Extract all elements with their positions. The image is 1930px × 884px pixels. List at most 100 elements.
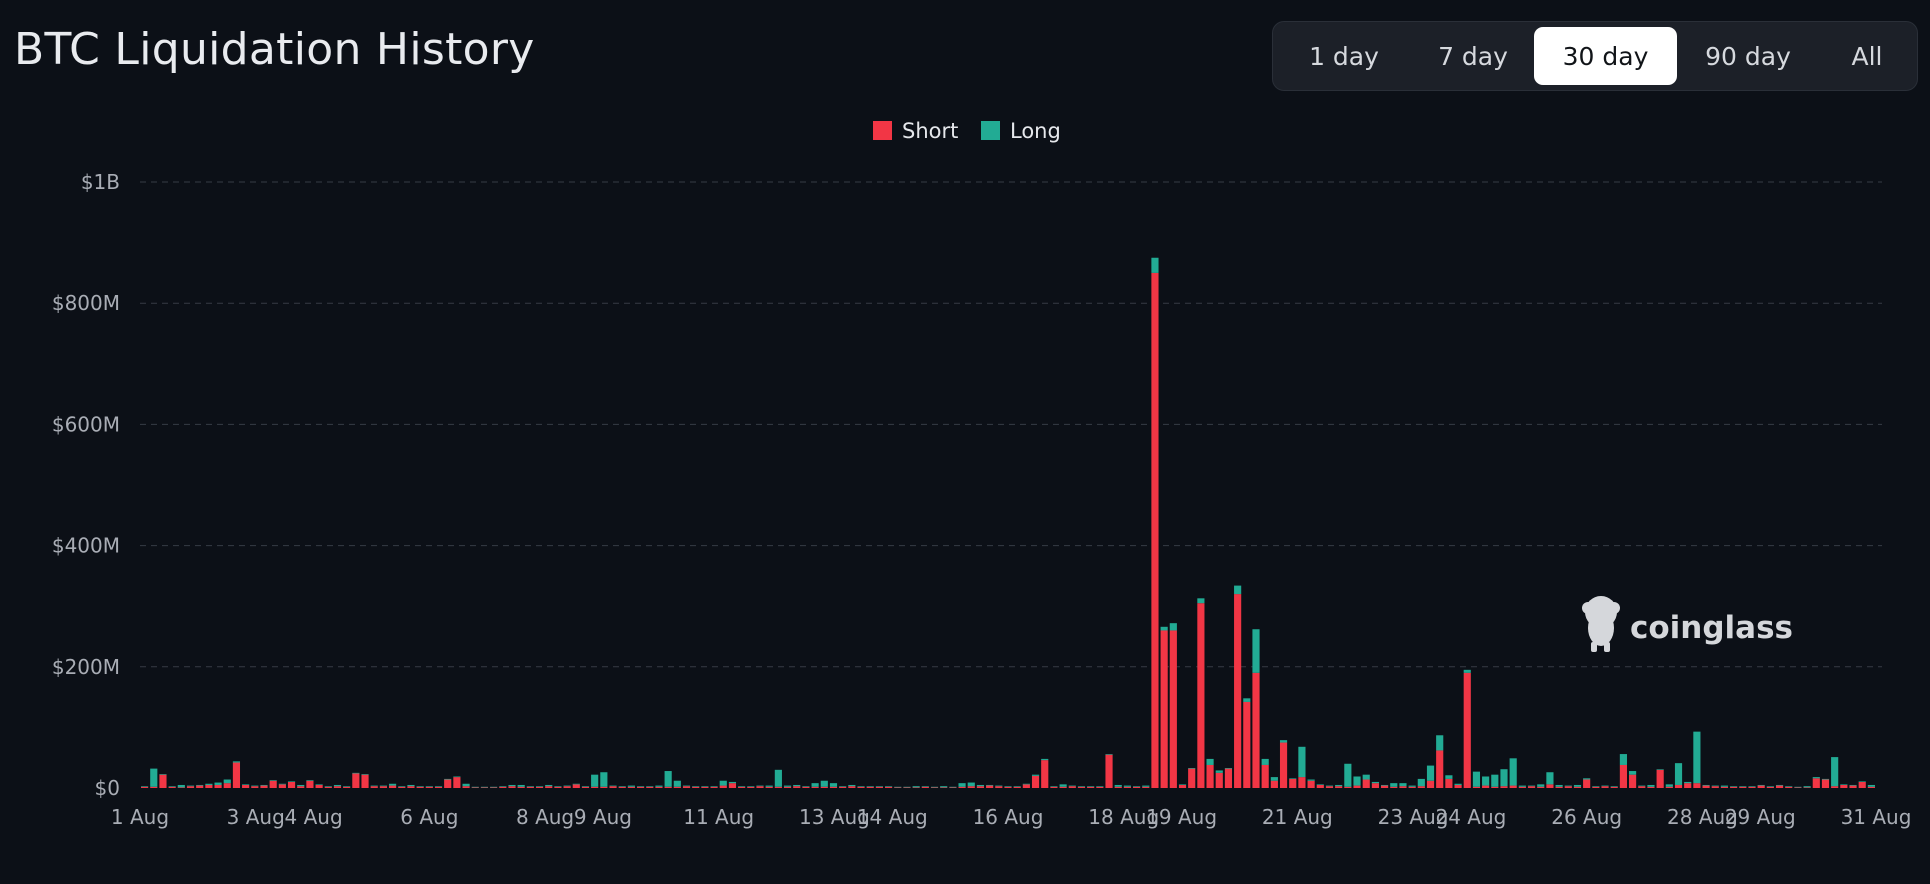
bar-long[interactable]	[1022, 783, 1030, 785]
bar-long[interactable]	[591, 774, 599, 787]
bar-short[interactable]	[389, 785, 397, 788]
bar-long[interactable]	[1096, 786, 1104, 787]
bar-long[interactable]	[664, 771, 672, 787]
bar-short[interactable]	[425, 786, 433, 788]
bar-long[interactable]	[526, 786, 534, 787]
bar-short[interactable]	[1298, 777, 1306, 788]
bar-long[interactable]	[232, 761, 241, 763]
bar-short[interactable]	[738, 786, 746, 788]
bar-long[interactable]	[1748, 786, 1756, 787]
bar-short[interactable]	[1408, 786, 1416, 788]
bar-long[interactable]	[1720, 785, 1729, 787]
bar-short[interactable]	[866, 786, 874, 788]
bar-long[interactable]	[389, 783, 397, 786]
bar-long[interactable]	[802, 786, 810, 787]
bar-long[interactable]	[811, 783, 819, 787]
bar-long[interactable]	[352, 772, 360, 774]
bar-short[interactable]	[269, 780, 277, 788]
bar-long[interactable]	[141, 786, 149, 787]
bar-long[interactable]	[738, 786, 746, 787]
bar-short[interactable]	[930, 787, 939, 788]
bar-long[interactable]	[535, 786, 544, 787]
bar-short[interactable]	[177, 787, 185, 788]
bar-short[interactable]	[940, 787, 948, 788]
bar-short[interactable]	[416, 786, 424, 788]
bar-short[interactable]	[1151, 272, 1159, 788]
bar-long[interactable]	[921, 786, 929, 787]
bar-short[interactable]	[591, 786, 599, 788]
bar-short[interactable]	[352, 773, 360, 788]
bar-long[interactable]	[1123, 785, 1131, 787]
bar-short[interactable]	[379, 786, 387, 788]
bar-short[interactable]	[1601, 786, 1609, 788]
bar-short[interactable]	[398, 786, 406, 788]
bar-long[interactable]	[1362, 774, 1370, 780]
bar-short[interactable]	[1555, 786, 1563, 788]
bar-long[interactable]	[783, 785, 792, 787]
bar-long[interactable]	[857, 786, 865, 787]
tab-all[interactable]: All	[1851, 41, 1883, 71]
bar-short[interactable]	[434, 786, 443, 788]
bar-long[interactable]	[600, 772, 608, 787]
bar-long[interactable]	[1114, 784, 1122, 787]
bar-long[interactable]	[260, 784, 268, 786]
bar-long[interactable]	[1188, 768, 1196, 769]
bar-short[interactable]	[1243, 701, 1251, 788]
bar-long[interactable]	[774, 769, 782, 787]
bar-long[interactable]	[269, 780, 277, 781]
bar-short[interactable]	[1344, 786, 1352, 788]
bar-long[interactable]	[545, 784, 553, 787]
bar-short[interactable]	[1426, 780, 1435, 788]
bar-short[interactable]	[333, 786, 342, 788]
bar-short[interactable]	[517, 786, 525, 788]
bar-short[interactable]	[701, 786, 709, 788]
bar-long[interactable]	[1243, 698, 1251, 702]
bar-long[interactable]	[480, 786, 489, 788]
bar-short[interactable]	[1050, 786, 1058, 788]
bar-long[interactable]	[1298, 746, 1306, 778]
bar-short[interactable]	[1665, 786, 1673, 788]
bar-long[interactable]	[1142, 785, 1150, 787]
bar-long[interactable]	[995, 785, 1003, 787]
bar-long[interactable]	[1169, 623, 1177, 631]
bar-short[interactable]	[1730, 786, 1738, 788]
bar-long[interactable]	[407, 784, 415, 787]
bar-long[interactable]	[1821, 778, 1830, 780]
bar-long[interactable]	[1509, 758, 1517, 786]
bar-short[interactable]	[1270, 780, 1278, 788]
bar-short[interactable]	[1316, 784, 1324, 788]
bar-long[interactable]	[1335, 784, 1343, 787]
bar-short[interactable]	[581, 786, 590, 788]
bar-short[interactable]	[912, 787, 920, 788]
bar-long[interactable]	[1803, 786, 1811, 788]
bar-long[interactable]	[416, 786, 424, 787]
bar-long[interactable]	[756, 785, 764, 787]
bar-short[interactable]	[490, 787, 498, 788]
bar-long[interactable]	[1105, 754, 1113, 755]
bar-short[interactable]	[324, 786, 332, 788]
bar-short[interactable]	[627, 786, 635, 788]
bar-long[interactable]	[242, 784, 250, 785]
bar-short[interactable]	[1537, 786, 1545, 788]
bar-long[interactable]	[1390, 783, 1398, 787]
bar-short[interactable]	[1610, 786, 1618, 788]
bar-long[interactable]	[875, 786, 883, 787]
tab-7-day[interactable]: 7 day	[1438, 41, 1508, 71]
bar-long[interactable]	[1739, 786, 1747, 787]
bar-long[interactable]	[554, 786, 562, 787]
bar-long[interactable]	[1316, 784, 1324, 785]
bar-long[interactable]	[958, 783, 966, 787]
bar-long[interactable]	[1270, 777, 1278, 781]
bar-short[interactable]	[1647, 786, 1655, 788]
bar-short[interactable]	[875, 786, 883, 788]
bar-long[interactable]	[1013, 786, 1021, 787]
bar-short[interactable]	[774, 786, 782, 788]
bar-short[interactable]	[1785, 786, 1793, 788]
bar-long[interactable]	[508, 784, 516, 787]
bar-long[interactable]	[379, 785, 387, 787]
bar-short[interactable]	[287, 781, 296, 788]
bar-long[interactable]	[1518, 785, 1526, 787]
bar-short[interactable]	[1123, 786, 1131, 788]
bar-short[interactable]	[370, 786, 378, 788]
bar-short[interactable]	[664, 786, 672, 788]
